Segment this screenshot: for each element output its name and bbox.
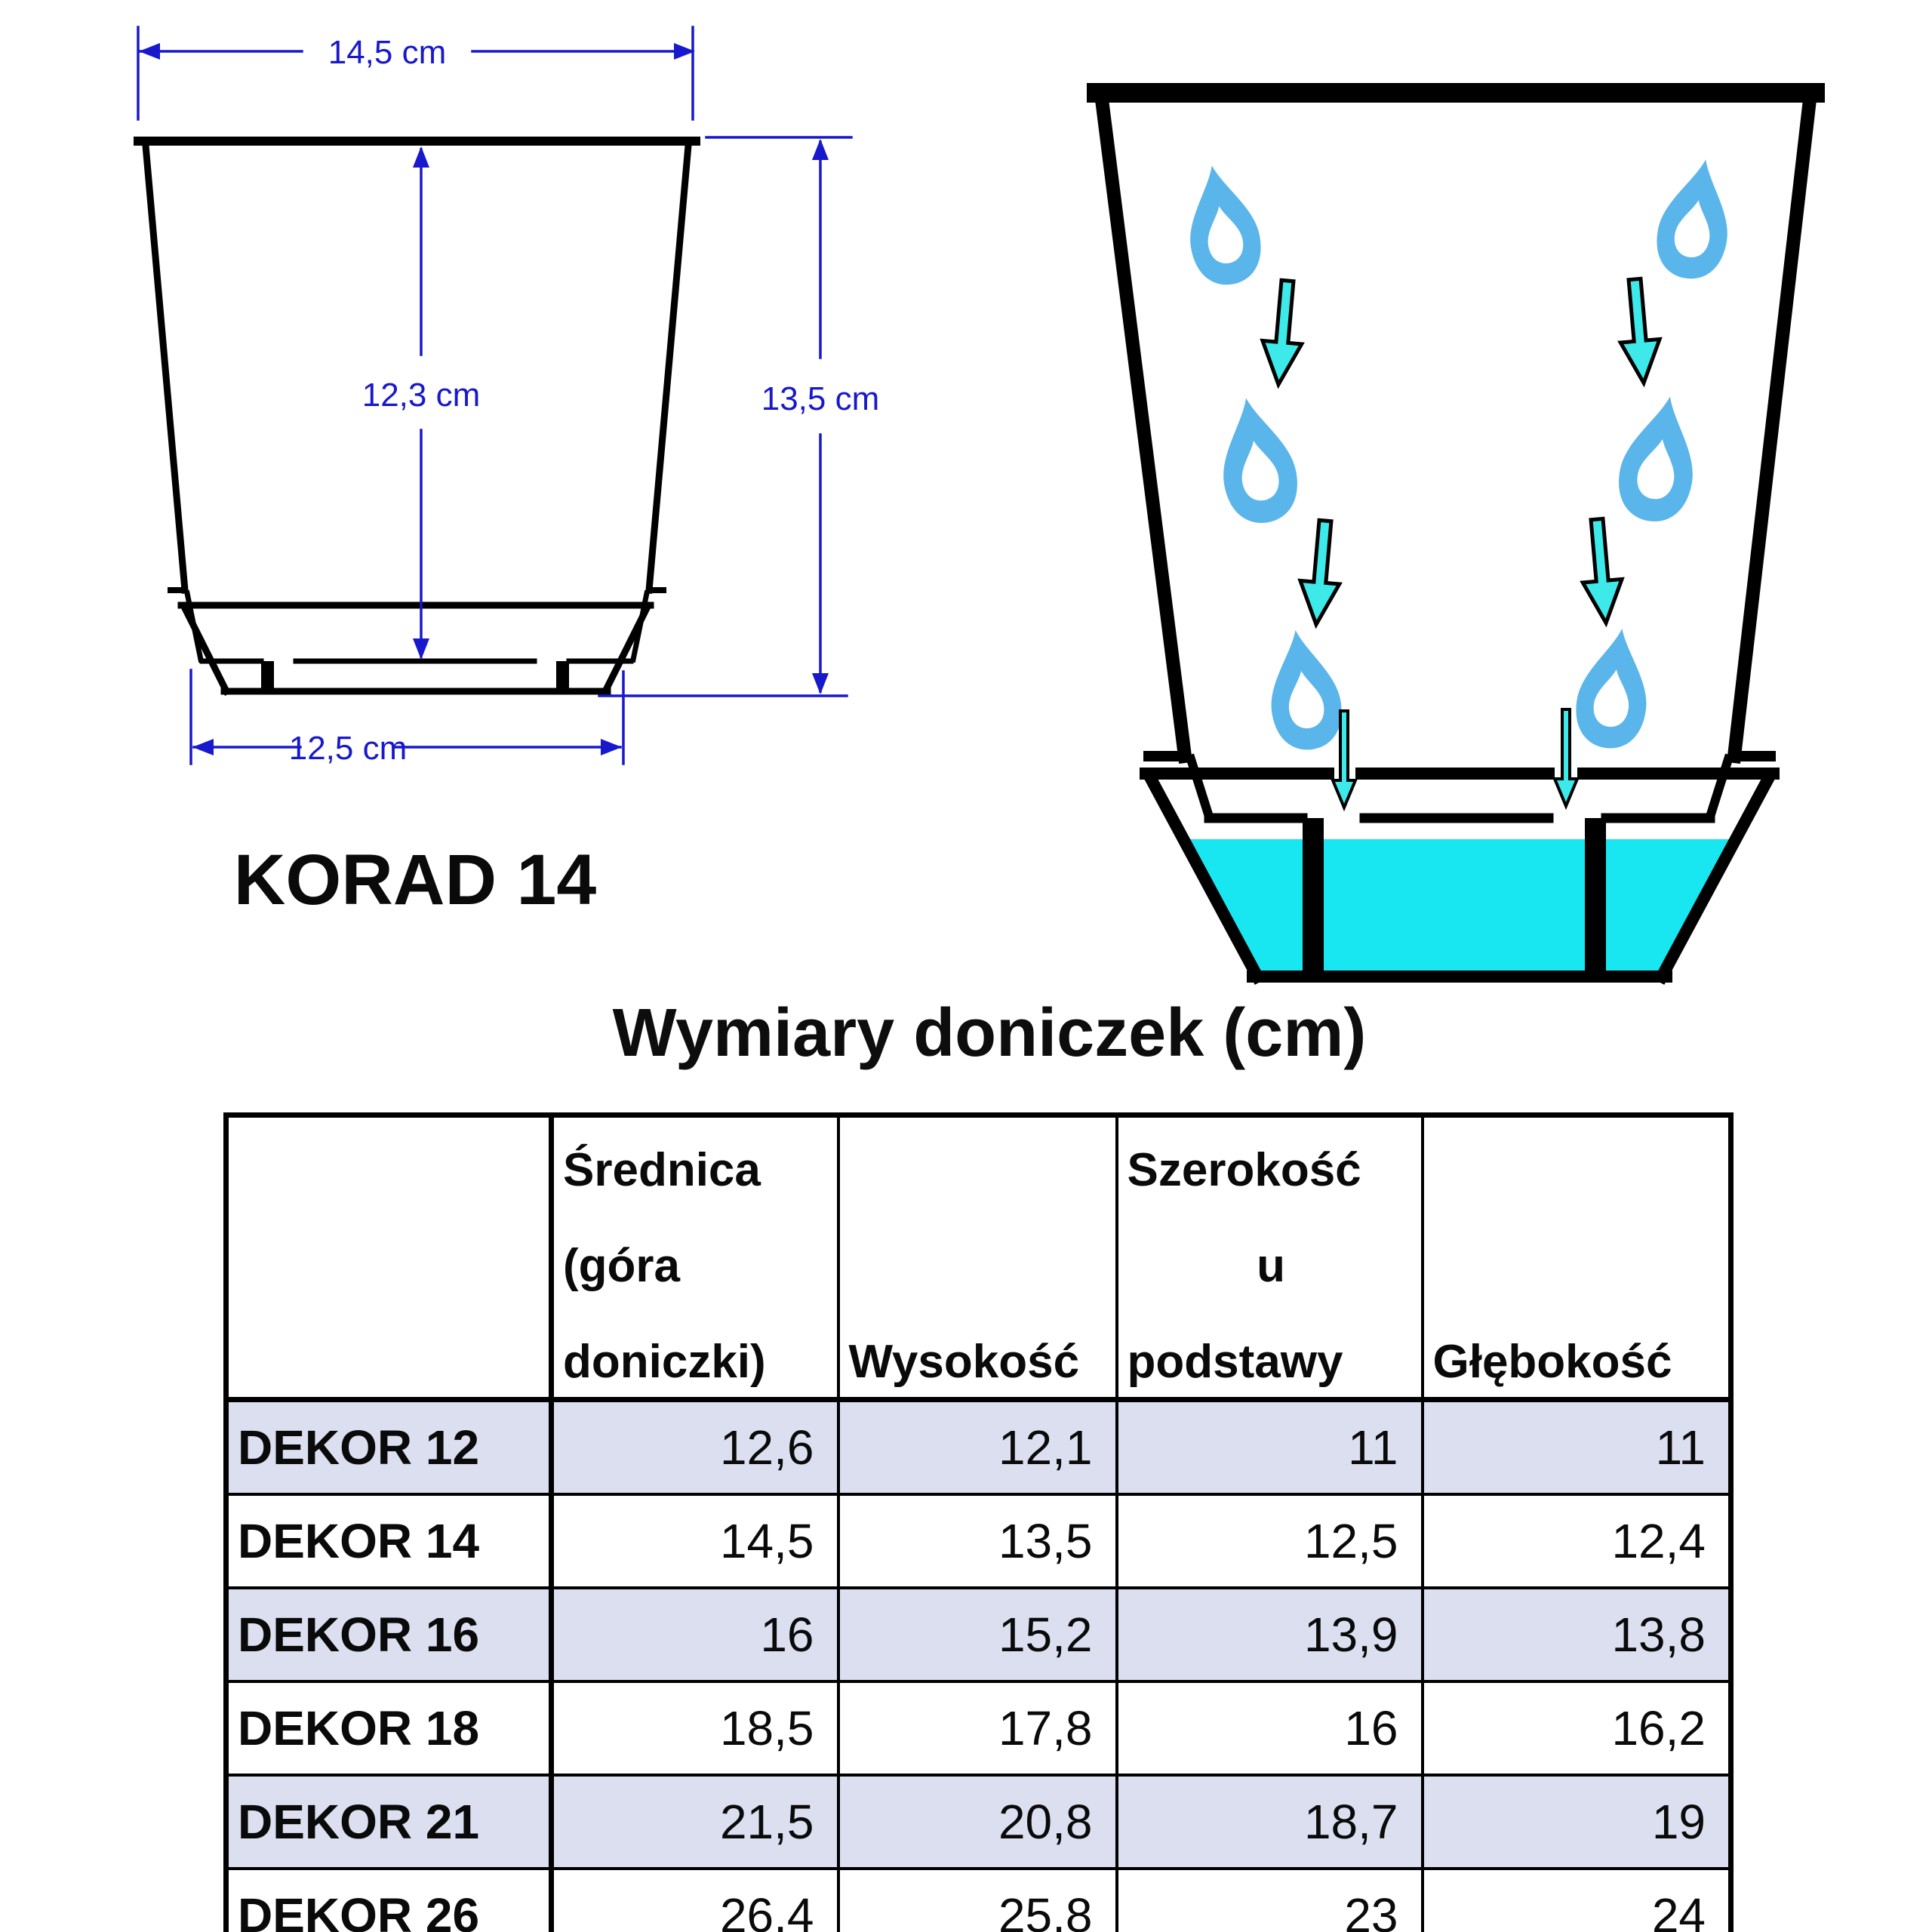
pot-rim — [1087, 83, 1825, 103]
table-row: DEKOR 21 21,5 20,8 18,7 19 — [224, 1774, 1733, 1870]
pot-dimensions-table: Średnica (góra doniczki) Wysokość Szerok… — [223, 1112, 1734, 1932]
value-cell: 13,9 — [1115, 1586, 1424, 1683]
pot-foot — [1585, 818, 1606, 978]
value-cell: 12,1 — [836, 1398, 1118, 1496]
header-row: Średnica (góra doniczki) Wysokość Szerok… — [224, 1113, 1733, 1402]
value-cell: 11 — [1420, 1398, 1733, 1496]
dim-label-top-width: 14,5 cm — [328, 34, 447, 71]
water-drop-icon — [1260, 625, 1347, 755]
dim-label-base-width: 12,5 cm — [289, 730, 408, 767]
value-cell: 19 — [1420, 1774, 1733, 1870]
water-drops — [1177, 153, 1740, 755]
value-cell: 21,5 — [549, 1774, 840, 1870]
header-srednica: Średnica (góra doniczki) — [549, 1113, 840, 1402]
value-cell: 15,2 — [836, 1586, 1118, 1683]
table-row: DEKOR 16 16 15,2 13,9 13,8 — [224, 1586, 1733, 1683]
header-line: (góra — [563, 1239, 680, 1292]
pot-left-wall — [142, 142, 189, 594]
dim-label-total-height: 13,5 cm — [761, 380, 880, 417]
value-cell: 26,4 — [549, 1867, 840, 1932]
value-cell: 16 — [1115, 1680, 1424, 1777]
header-empty — [224, 1113, 554, 1402]
value-cell: 18,5 — [549, 1680, 840, 1777]
dimension-lines: 14,5 cm 12,3 cm 13,5 cm 12,5 cm — [137, 26, 880, 767]
value-cell: 16,2 — [1420, 1680, 1733, 1777]
saucer-right-wall — [1654, 769, 1777, 985]
down-arrow-icon — [1297, 519, 1345, 626]
header-line: doniczki) — [563, 1335, 766, 1388]
value-cell: 14,5 — [549, 1493, 840, 1589]
header-line: Szerokość — [1127, 1144, 1361, 1196]
water-reservoir — [1186, 839, 1733, 972]
pot-foot — [261, 661, 274, 693]
value-cell: 11 — [1115, 1398, 1424, 1496]
value-cell: 18,7 — [1115, 1774, 1424, 1870]
down-arrow-icon — [1259, 279, 1307, 386]
value-cell: 13,5 — [836, 1493, 1118, 1589]
row-label: DEKOR 16 — [224, 1586, 554, 1683]
value-cell: 17,8 — [836, 1680, 1118, 1777]
header-glebokosc: Głębokość — [1420, 1113, 1733, 1402]
saucer-left-wall — [180, 603, 232, 697]
watering-diagram — [1087, 83, 1825, 985]
saucer-left-wall — [1142, 769, 1266, 985]
table-row: DEKOR 18 18,5 17,8 16 16,2 — [224, 1680, 1733, 1777]
down-arrow-icon — [1577, 518, 1626, 625]
pot-left-wall — [1094, 91, 1193, 764]
pot-foot — [556, 661, 569, 693]
value-cell: 23 — [1115, 1867, 1424, 1932]
value-cell: 25,8 — [836, 1867, 1118, 1932]
water-drop-icon — [1571, 623, 1657, 753]
value-cell: 12,6 — [549, 1398, 840, 1496]
table-row: DEKOR 26 26,4 25,8 23 24 — [224, 1867, 1733, 1932]
pot-foot — [1303, 818, 1324, 978]
value-cell: 12,5 — [1115, 1493, 1424, 1589]
water-drop-icon — [1651, 153, 1740, 285]
small-down-arrow-icon — [1553, 708, 1579, 808]
row-label: DEKOR 12 — [224, 1398, 554, 1496]
value-cell: 24 — [1420, 1867, 1733, 1932]
value-cell: 16 — [549, 1586, 840, 1683]
model-label: KORAD 14 — [234, 840, 597, 920]
pot-right-wall — [645, 142, 692, 594]
row-label: DEKOR 26 — [224, 1867, 554, 1932]
header-wysokosc: Wysokość — [836, 1113, 1118, 1402]
dim-label-inner-height: 12,3 cm — [362, 377, 481, 414]
table-row: DEKOR 14 14,5 13,5 12,5 12,4 — [224, 1493, 1733, 1589]
header-szerokosc: Szerokość u podstawy — [1115, 1113, 1424, 1402]
header-line: podstawy — [1127, 1335, 1343, 1388]
pot-right-wall — [1727, 92, 1817, 764]
pot-diagrams: 14,5 cm 12,3 cm 13,5 cm 12,5 cm KORAD 14 — [134, 26, 1825, 985]
row-label: DEKOR 14 — [224, 1493, 554, 1589]
header-line: u — [1257, 1239, 1285, 1292]
table-row: DEKOR 12 12,6 12,1 11 11 — [224, 1398, 1733, 1496]
saucer-right-wall — [600, 603, 652, 697]
row-label: DEKOR 18 — [224, 1680, 554, 1777]
water-drop-icon — [1177, 159, 1267, 291]
dim-arrowheads — [139, 43, 829, 755]
water-drop-icon — [1210, 392, 1304, 529]
table-title: Wymiary doniczek (cm) — [612, 995, 1367, 1071]
value-cell: 20,8 — [836, 1774, 1118, 1870]
value-cell: 13,8 — [1420, 1586, 1733, 1683]
water-drop-icon — [1612, 390, 1706, 528]
header-line: Średnica — [563, 1144, 761, 1196]
down-arrow-icon — [1615, 278, 1663, 385]
korad14-technical-drawing: 14,5 cm 12,3 cm 13,5 cm 12,5 cm KORAD 14 — [134, 26, 880, 920]
value-cell: 12,4 — [1420, 1493, 1733, 1589]
row-label: DEKOR 21 — [224, 1774, 554, 1870]
pot-outline — [134, 137, 700, 697]
